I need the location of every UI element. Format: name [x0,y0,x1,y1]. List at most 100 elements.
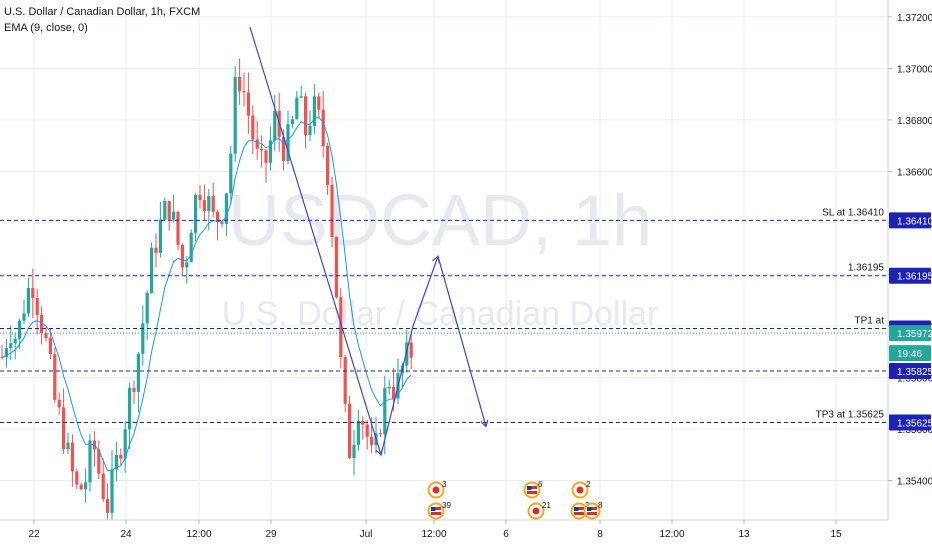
arrow-head [432,255,440,264]
candle-body [238,77,242,92]
candle-body [53,354,57,400]
level-label: TP1 at [855,316,885,327]
candle-body [356,421,360,445]
flag-stripe-white [587,510,597,512]
time-axis[interactable]: 22 24 12:00 29 Jul 12:00 6 8 12:00 13 15 [0,519,932,550]
candle-body [0,356,4,358]
candle-body [145,293,149,324]
candle-body [286,124,290,161]
candle-body [114,454,118,470]
axis-corner [888,520,932,550]
candle-body [321,109,325,146]
flag-stripe-white [431,510,441,512]
forecast-drawing[interactable] [249,27,489,457]
candle-body [185,262,189,268]
candle-body [361,421,365,425]
candle-body [44,333,48,339]
current-price-label: 1.35972 [897,329,932,340]
level-axis-label: 1.35625 [897,419,932,430]
candle-body [387,386,391,389]
event-count: 2 [586,480,591,489]
level-label: TP3 at 1.35625 [816,410,885,421]
candle-body [26,288,30,314]
candle-body [255,139,259,149]
candle-body [22,313,26,321]
candle-body [330,184,334,237]
candle-body [216,211,220,223]
candle-body [202,200,206,212]
candle-body [66,442,70,450]
candle-body [132,388,136,392]
candle-body [123,429,127,459]
level-axis-label: 1.35825 [897,367,932,378]
candle-countdown-bg [889,345,931,362]
time-tick-label: 15 [830,529,842,540]
candle-body [136,353,140,392]
event-count: 39 [442,501,451,510]
event-count: 21 [542,501,551,510]
level-axis-label-bg [889,363,931,380]
time-tick-label: 12:00 [421,529,446,540]
candle-body [409,342,413,358]
candle-body [264,150,268,163]
watermark-symbol: USDCAD, 1h [228,181,652,261]
event-count: 3 [442,480,447,489]
candle-body [352,444,356,459]
candle-body [304,96,308,136]
candle-body [260,148,264,151]
chart-legend: U.S. Dollar / Canadian Dollar, 1h, FXCM … [4,4,200,36]
time-tick-label: 8 [597,529,603,540]
candle-body [88,440,92,483]
candle-body [176,211,180,245]
level-label: 1.36195 [848,263,885,274]
candle-body [128,388,132,430]
candle-body [251,115,255,140]
economic-event-markers[interactable]: 339621228 [427,480,604,520]
candle-body [110,469,114,513]
candle-body [273,110,277,141]
candle-countdown: 19:46 [897,349,922,360]
candle-body [75,471,79,485]
level-label: SL at 1.36410 [822,207,884,218]
candle-body [295,97,299,120]
current-price-label-bg [889,325,931,342]
event-count: 8 [598,501,603,510]
indicator-label: EMA (9, close, 0) [4,22,88,34]
candle-body [246,92,250,116]
price-tick-label: 1.37000 [897,64,932,75]
flag-canton [431,507,436,511]
candle-body [106,499,110,513]
candle-body [163,201,167,220]
price-axis[interactable]: 1.372001.370001.368001.366001.364001.362… [887,0,932,550]
time-tick-label: 24 [120,529,132,540]
symbol-title: U.S. Dollar / Canadian Dollar, 1h, FXCM [4,6,201,18]
time-tick-label: Jul [360,529,373,540]
maple-leaf [576,486,584,494]
candle-body [172,211,176,220]
candle-body [365,424,369,437]
forecast-path[interactable] [249,27,487,457]
flag-canton [574,507,579,511]
time-tick-label: 13 [738,529,750,540]
watermark-name: U.S. Dollar / Canadian Dollar [222,295,659,333]
candle-body [233,77,237,154]
candle-body [220,222,224,224]
candle-body [189,232,193,263]
flag-stripe-white [574,510,584,512]
candle-body [97,449,101,474]
time-tick-label: 22 [28,529,40,540]
time-tick-label: 12:00 [659,529,684,540]
candle-body [343,357,347,404]
candle-body [268,140,272,163]
price-tick-label: 1.37200 [897,13,932,24]
candle-body [317,96,321,110]
candle-body [198,194,202,201]
candle-body [392,386,396,399]
candle-body [207,196,211,212]
candle-body [229,153,233,194]
time-tick-label: 12:00 [186,529,211,540]
candle-body [70,442,74,472]
time-tick-label: 29 [265,529,277,540]
candle-body [35,297,39,315]
